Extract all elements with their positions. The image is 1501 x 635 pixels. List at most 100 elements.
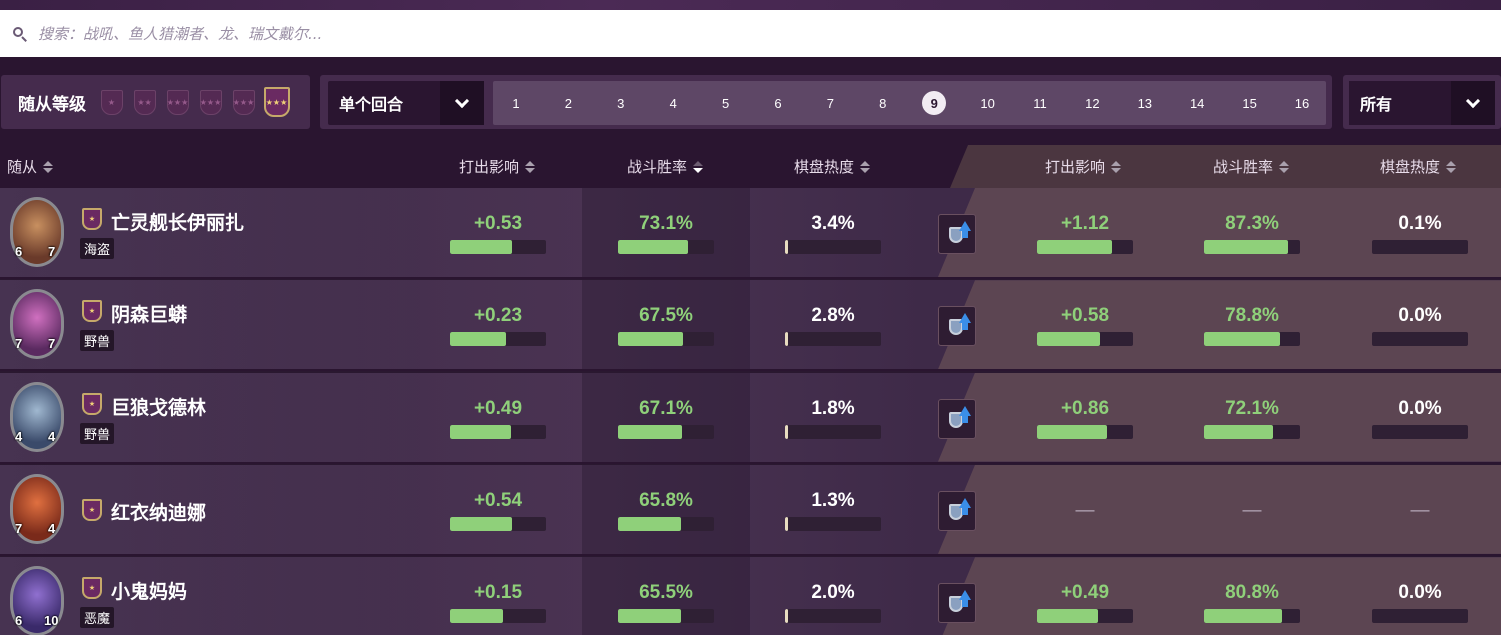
metric-value: +0.49	[473, 397, 523, 419]
metric-bar	[450, 516, 546, 531]
metric-winrate: 73.1%	[618, 212, 714, 254]
turn-8[interactable]: 8	[879, 95, 887, 111]
header-play-impact-label: 打出影响	[459, 159, 520, 176]
golden-stats-panel	[938, 464, 1501, 554]
metric-value: 65.8%	[639, 489, 693, 511]
tier-6-icon: ★	[82, 577, 102, 600]
minion-health: 10	[44, 613, 59, 629]
metric-play-impact: +0.15	[450, 581, 546, 624]
minion-portrait[interactable]	[10, 381, 64, 452]
metric-value: +0.53	[473, 213, 523, 234]
turn-12[interactable]: 12	[1085, 95, 1100, 111]
golden-stats-panel	[938, 372, 1501, 462]
minion-portrait[interactable]	[10, 197, 64, 267]
turn-1[interactable]: 1	[512, 95, 520, 111]
header-golden-play-impact[interactable]: 打出影响	[1045, 145, 1122, 188]
metric-value: +0.49	[1060, 582, 1110, 604]
metric-winrate: 67.5%	[618, 304, 714, 347]
header-golden-board-heat[interactable]: 棋盘热度	[1380, 145, 1457, 188]
metric-play-impact: +0.49	[450, 397, 546, 439]
search-input[interactable]	[38, 24, 838, 43]
metric-bar	[618, 609, 714, 624]
metric-value: 87.3%	[1225, 213, 1279, 234]
table-row[interactable]: 4 4 ★ 巨狼戈德林 野兽 +0.49 67.1% 1.8% +0.86 72.1% 0.0%	[0, 372, 1501, 464]
metric-golden-winrate: 80.8%	[1204, 581, 1300, 624]
tier-6-icon: ★	[82, 300, 102, 323]
minion-attack: 6	[15, 244, 23, 259]
metric-winrate: 67.1%	[618, 397, 714, 439]
metric-heat: 2.8%	[785, 304, 881, 347]
metric-value: +1.12	[1060, 213, 1110, 234]
metric-bar	[618, 516, 714, 531]
minion-name[interactable]: 红衣纳迪娜	[111, 502, 207, 524]
metric-value: 0.0%	[1398, 582, 1442, 604]
golden-upgrade-button[interactable]	[938, 398, 976, 439]
minion-name[interactable]: 阴森巨蟒	[111, 305, 188, 327]
minion-name[interactable]: 小鬼妈妈	[111, 582, 188, 604]
turn-15[interactable]: 15	[1242, 95, 1257, 111]
header-combat-winrate-label: 战斗胜率	[627, 159, 688, 176]
golden-upgrade-button[interactable]	[938, 583, 976, 624]
metric-golden-heat: 0.0%	[1372, 397, 1468, 439]
turn-controls: 单个回合 1 2 3 4 5 6 7 8 9 10 11 12 13 14 15 16	[320, 75, 1332, 129]
tier-3-icon[interactable]: ★★★	[164, 88, 191, 117]
turn-13[interactable]: 13	[1137, 95, 1153, 111]
turn-9[interactable]: 9	[922, 91, 947, 115]
table-row[interactable]: 7 7 ★ 阴森巨蟒 野兽 +0.23 67.5% 2.8% +0.58 78.8% 0.0%	[0, 280, 1501, 372]
tier-2-icon[interactable]: ★★	[131, 88, 158, 117]
turn-11[interactable]: 11	[1033, 95, 1047, 111]
minion-tribe: 野兽	[80, 422, 115, 444]
tier-filter-label: 随从等级	[18, 94, 86, 114]
metric-value: 3.4%	[811, 213, 855, 234]
tier-4-icon[interactable]: ★★★	[197, 88, 224, 117]
type-filter-dropdown[interactable]: 所有	[1343, 75, 1501, 129]
table-row[interactable]: 6 7 ★ 亡灵舰长伊丽扎 海盗 +0.53 73.1% 3.4% +1.12 87.3% 0.1%	[0, 188, 1501, 279]
turn-3[interactable]: 3	[617, 95, 625, 111]
metric-value: 1.8%	[811, 397, 855, 419]
metric-bar	[785, 240, 881, 254]
metric-golden-heat: 0.1%	[1372, 212, 1468, 254]
minion-portrait[interactable]	[10, 289, 64, 360]
header-golden-combat-winrate[interactable]: 战斗胜率	[1213, 145, 1290, 188]
header-minion[interactable]: 随从	[7, 145, 54, 188]
metric-value: 80.8%	[1225, 582, 1279, 604]
minion-portrait[interactable]	[10, 473, 64, 544]
golden-upgrade-icon	[945, 497, 971, 524]
metric-heat: 2.0%	[785, 581, 881, 624]
turn-2[interactable]: 2	[564, 95, 572, 111]
minion-portrait[interactable]	[10, 566, 64, 635]
metric-golden-winrate: 87.3%	[1204, 212, 1300, 254]
table-row[interactable]: 7 4 ★ 红衣纳迪娜 +0.54 65.8% 1.3% — — —	[0, 464, 1501, 556]
turn-16[interactable]: 16	[1294, 95, 1310, 111]
metric-bar	[618, 332, 714, 347]
tier-6-icon[interactable]: ★★★	[263, 87, 290, 117]
turn-14[interactable]: 14	[1189, 95, 1205, 111]
turn-mode-dropdown[interactable]: 单个回合	[328, 81, 484, 125]
header-combat-winrate[interactable]: 战斗胜率	[627, 145, 704, 188]
tier-6-icon: ★	[82, 392, 102, 415]
minion-name[interactable]: 亡灵舰长伊丽扎	[111, 213, 245, 234]
chevron-down-icon[interactable]	[1451, 81, 1495, 125]
minion-name[interactable]: 巨狼戈德林	[111, 397, 207, 419]
table-row[interactable]: 6 10 ★ 小鬼妈妈 恶魔 +0.15 65.5% 2.0% +0.49 80.8% 0.0%	[0, 557, 1501, 635]
turn-5[interactable]: 5	[721, 95, 730, 111]
golden-upgrade-button[interactable]	[938, 214, 976, 254]
tier-1-icon[interactable]: ★	[98, 88, 125, 117]
chevron-down-icon[interactable]	[440, 81, 484, 125]
type-filter-value: 所有	[1360, 97, 1393, 114]
minion-attack: 6	[15, 613, 23, 629]
metric-bar	[785, 332, 881, 347]
metric-bar	[450, 424, 546, 439]
header-play-impact[interactable]: 打出影响	[459, 145, 536, 188]
turn-10[interactable]: 10	[980, 95, 995, 111]
golden-upgrade-button[interactable]	[938, 306, 976, 347]
metric-bar	[1372, 240, 1468, 254]
turn-4[interactable]: 4	[669, 95, 677, 111]
turn-7[interactable]: 7	[826, 95, 834, 111]
tier-filter: 随从等级 ★ ★★ ★★★ ★★★ ★★★ ★★★	[1, 75, 310, 129]
header-board-heat[interactable]: 棋盘热度	[794, 145, 871, 188]
tier-5-icon[interactable]: ★★★	[230, 88, 257, 117]
golden-upgrade-button[interactable]	[938, 490, 976, 531]
metric-winrate: 65.5%	[618, 581, 714, 624]
turn-6[interactable]: 6	[774, 95, 782, 111]
